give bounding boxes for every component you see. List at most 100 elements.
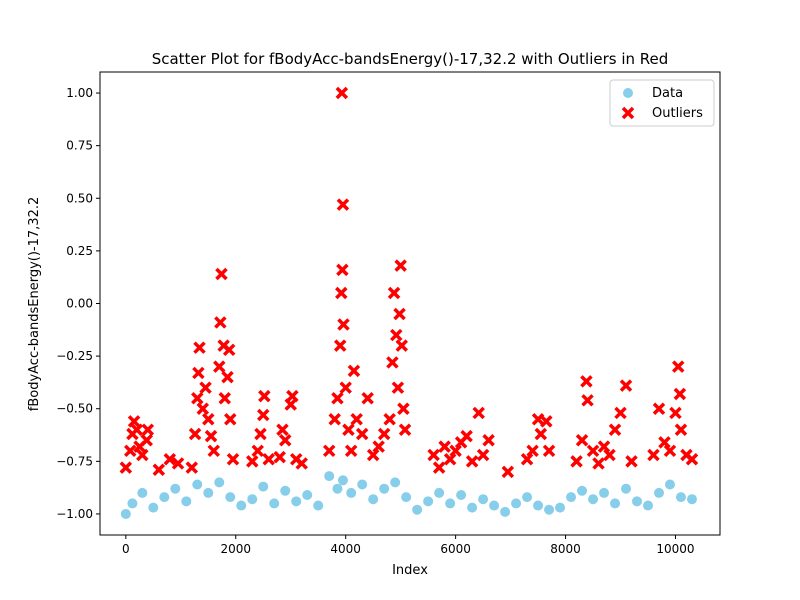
data-point — [653, 487, 664, 498]
outlier-point — [570, 455, 583, 468]
outlier-point — [472, 406, 485, 420]
outlier-point — [199, 381, 212, 394]
outlier-point — [262, 452, 275, 466]
x-tick-label: 8000 — [550, 542, 581, 556]
outlier-point — [501, 465, 515, 479]
outlier-point — [427, 448, 440, 462]
data-point — [280, 485, 291, 496]
outlier-point — [218, 391, 232, 405]
x-tick-label: 2000 — [220, 542, 251, 556]
y-axis-label: fBodyAcc-bandsEnergy()-17,32.2 — [27, 197, 42, 412]
outlier-point — [619, 379, 633, 392]
outlier-point — [398, 423, 412, 437]
data-point — [675, 492, 686, 503]
outlier-point — [221, 370, 234, 384]
outlier-point — [336, 263, 349, 277]
data-point — [127, 498, 138, 509]
data-point — [269, 498, 280, 509]
legend-label: Outliers — [652, 106, 703, 121]
data-point — [148, 502, 159, 513]
legend: Data Outliers — [609, 79, 715, 127]
data-point — [489, 500, 500, 511]
y-tick-label: 0.00 — [66, 297, 93, 311]
outlier-point — [224, 413, 237, 426]
outlier-point — [663, 444, 677, 458]
x-tick-label: 4000 — [330, 542, 361, 556]
outlier-point — [647, 448, 660, 462]
plot-area — [119, 86, 699, 519]
outlier-point — [383, 413, 396, 426]
outlier-point — [393, 307, 406, 321]
outlier-point — [669, 406, 682, 420]
data-point — [434, 487, 445, 498]
outlier-point — [335, 286, 348, 300]
outlier-point — [391, 381, 405, 394]
outlier-point — [432, 461, 446, 474]
data-point — [610, 498, 621, 509]
outlier-point — [152, 463, 166, 476]
outlier-point — [278, 434, 292, 447]
y-tick-label: 1.00 — [66, 86, 93, 100]
y-tick-label: −0.25 — [56, 349, 93, 363]
outlier-point — [141, 423, 155, 437]
outlier-point — [140, 434, 153, 447]
outlier-point — [482, 434, 495, 447]
data-point — [159, 492, 170, 503]
data-point — [686, 494, 697, 505]
outlier-point — [361, 391, 374, 405]
data-point — [664, 479, 675, 490]
outlier-point — [355, 427, 369, 441]
x-tick-label: 10000 — [656, 542, 694, 556]
data-point — [302, 490, 313, 501]
outlier-point — [366, 448, 380, 462]
outlier-point — [372, 440, 385, 453]
data-point — [390, 477, 401, 488]
outlier-point — [273, 450, 286, 464]
data-point — [258, 481, 269, 492]
outlier-point — [336, 198, 350, 211]
x-axis-label: Index — [392, 563, 428, 578]
outlier-point — [254, 427, 267, 441]
outlier-point — [347, 364, 361, 378]
outlier-point — [322, 444, 336, 458]
data-point — [533, 500, 544, 511]
outlier-point — [581, 394, 594, 407]
outlier-point — [204, 429, 218, 443]
data-point — [588, 494, 599, 505]
outlier-point — [460, 429, 473, 443]
data-point — [332, 483, 343, 494]
outlier-point — [397, 402, 410, 415]
outlier-point — [603, 448, 616, 462]
data-point — [236, 500, 247, 511]
data-point — [544, 504, 555, 515]
outlier-point — [394, 259, 407, 272]
y-tick-label: −0.75 — [56, 454, 93, 468]
x-tick-label: 6000 — [440, 542, 471, 556]
data-point — [423, 496, 434, 507]
outlier-point — [542, 444, 556, 458]
outlier-point — [625, 455, 638, 468]
legend-marker-outliers — [621, 106, 635, 120]
outlier-point — [377, 427, 391, 441]
outlier-point — [390, 328, 403, 342]
outlier-point — [215, 267, 228, 281]
outlier-point — [526, 444, 539, 458]
outlier-point — [465, 455, 479, 468]
outlier-point — [222, 343, 236, 357]
outlier-point — [520, 452, 534, 466]
outlier-point — [196, 402, 210, 415]
axes: 0 2000 4000 6000 8000 10000 −1.00 −0.75 −0.50 −0.… — [56, 71, 721, 556]
outlier-point — [652, 402, 666, 415]
data-point — [566, 492, 577, 503]
outlier-point — [580, 375, 593, 388]
data-point — [500, 506, 511, 517]
data-point — [401, 492, 412, 503]
outlier-point — [339, 381, 352, 394]
data-point — [445, 498, 456, 509]
data-point — [247, 494, 258, 505]
data-point — [577, 485, 588, 496]
data-point — [478, 494, 489, 505]
outlier-point — [284, 398, 297, 411]
outlier-point — [163, 452, 177, 466]
outlier-point — [592, 457, 605, 470]
